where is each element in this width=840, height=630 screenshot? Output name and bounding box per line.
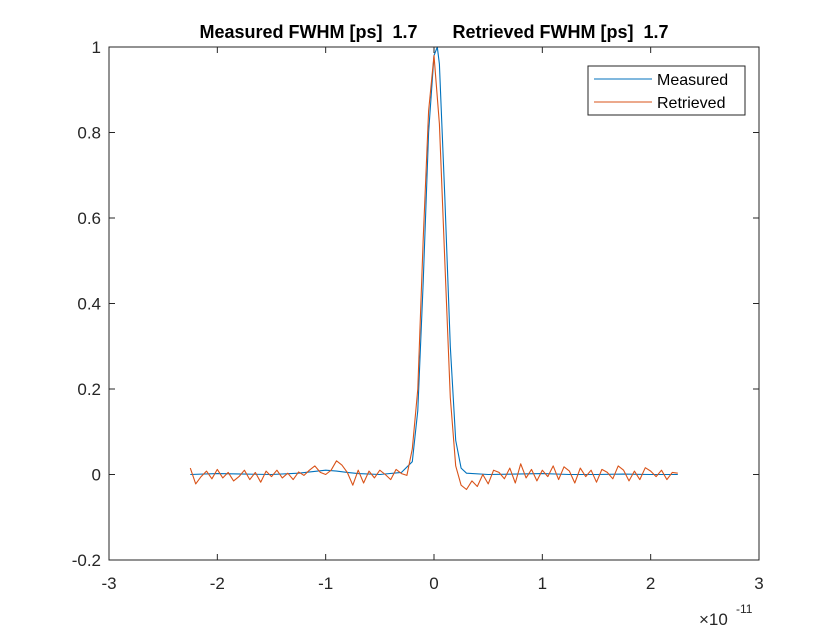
legend-label-measured: Measured xyxy=(657,72,728,89)
legend-label-retrieved: Retrieved xyxy=(657,95,725,112)
legend: Measured Retrieved xyxy=(587,65,746,116)
axes-background xyxy=(109,47,759,560)
y-axis: -0.2 0 0.2 0.4 0.6 0.8 1 xyxy=(72,38,759,570)
series-line-retrieved xyxy=(189,55,678,491)
y-tick-label: 0.4 xyxy=(77,295,101,314)
x-tick-label: 1 xyxy=(538,574,547,593)
y-tick-label: 1 xyxy=(92,38,101,57)
x-tick-label: 3 xyxy=(754,574,763,593)
x-scale-label: ×10 xyxy=(699,610,728,629)
x-tick-label: 2 xyxy=(646,574,655,593)
x-tick-label: 0 xyxy=(429,574,438,593)
y-tick-label: -0.2 xyxy=(72,551,101,570)
y-tick-label: 0.2 xyxy=(77,380,101,399)
x-tick-label: -1 xyxy=(318,574,333,593)
y-tick-label: 0.8 xyxy=(77,124,101,143)
x-tick-label: -3 xyxy=(101,574,116,593)
y-tick-label: 0.6 xyxy=(77,209,101,228)
x-scale-exponent: -11 xyxy=(736,602,753,616)
x-tick-label: -2 xyxy=(210,574,225,593)
series-layer xyxy=(189,46,678,491)
x-axis: -3 -2 -1 0 1 2 3 xyxy=(101,47,764,593)
y-tick-label: 0 xyxy=(92,466,101,485)
chart-title: Measured FWHM [ps] 1.7 Retrieved FWHM [p… xyxy=(199,22,668,42)
legend-box xyxy=(587,65,746,116)
